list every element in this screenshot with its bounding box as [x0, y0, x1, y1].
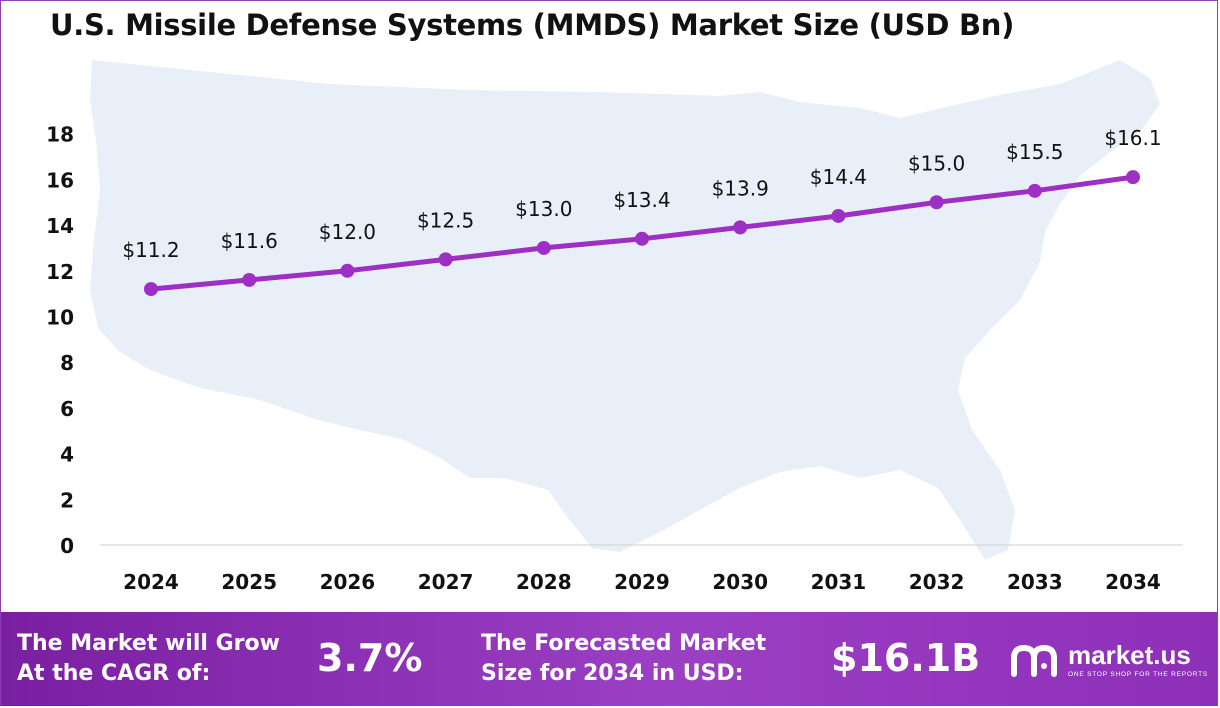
data-point — [1027, 183, 1042, 198]
data-label: $15.0 — [908, 151, 965, 175]
x-tick-label: 2033 — [1007, 570, 1063, 594]
forecast-label-line2: Size for 2034 in USD: — [481, 661, 744, 686]
data-point — [1126, 170, 1140, 185]
x-tick-label: 2029 — [614, 570, 670, 594]
x-tick-label: 2030 — [712, 570, 768, 594]
y-tick-label: 6 — [60, 397, 74, 421]
cagr-label-line1: The Market will Grow — [17, 631, 280, 656]
us-map-background — [90, 60, 1160, 560]
data-points — [144, 170, 1140, 297]
y-tick-label: 0 — [60, 534, 74, 558]
y-tick-label: 18 — [46, 123, 74, 147]
data-point — [635, 231, 649, 246]
data-label: $11.6 — [221, 229, 278, 253]
data-label: $16.1 — [1104, 126, 1161, 150]
data-label: $12.0 — [319, 220, 376, 244]
x-tick-label: 2024 — [123, 570, 179, 594]
data-point — [438, 252, 453, 267]
forecast-value: $16.1B — [831, 636, 981, 680]
cagr-label-line2: At the CAGR of: — [17, 661, 211, 686]
data-label: $14.4 — [810, 165, 867, 189]
x-tick-label: 2031 — [811, 570, 867, 594]
logo-tagline: ONE STOP SHOP FOR THE REPORTS — [1068, 671, 1208, 678]
data-point — [144, 282, 158, 297]
x-tick-label: 2034 — [1105, 570, 1161, 594]
data-label: $13.0 — [515, 197, 572, 221]
data-point — [340, 263, 355, 278]
y-tick-label: 2 — [60, 488, 74, 512]
x-tick-label: 2027 — [418, 570, 474, 594]
y-tick-label: 10 — [46, 306, 74, 330]
y-tick-label: 4 — [60, 443, 74, 467]
logo-name: market.us — [1068, 640, 1191, 670]
data-label: $15.5 — [1006, 140, 1063, 164]
x-tick-label: 2032 — [909, 570, 965, 594]
chart-title: U.S. Missile Defense Systems (MMDS) Mark… — [50, 8, 1015, 42]
cagr-label: The Market will Grow At the CAGR of: — [17, 629, 280, 689]
y-tick-label: 16 — [46, 168, 74, 192]
data-label: $11.2 — [122, 238, 179, 262]
data-point — [536, 240, 551, 255]
market-us-logo-icon — [1011, 644, 1057, 677]
data-label: $12.5 — [417, 208, 474, 232]
x-tick-label: 2026 — [320, 570, 376, 594]
x-tick-label: 2028 — [516, 570, 572, 594]
data-labels: $11.2 $11.6 $12.0 $12.5 $13.0 $13.4 $13.9 $14.4… — [122, 126, 1161, 262]
y-axis: 0 2 4 6 8 10 12 14 16 18 — [46, 123, 74, 558]
forecast-label: The Forecasted Market Size for 2034 in U… — [481, 629, 766, 689]
data-label: $13.9 — [712, 176, 769, 200]
market-us-logo: market.us ONE STOP SHOP FOR THE REPORTS — [1008, 636, 1214, 686]
y-tick-label: 12 — [46, 260, 74, 284]
x-axis: 2024 2025 2026 2027 2028 2029 2030 2031 2032 2033… — [123, 570, 1161, 594]
line-chart: 0 2 4 6 8 10 12 14 16 18 2024 2025 2026 2027 2028 2029… — [46, 60, 1183, 594]
data-label: $13.4 — [613, 188, 670, 212]
data-point — [929, 195, 944, 210]
y-tick-label: 8 — [60, 351, 74, 375]
y-tick-label: 14 — [46, 214, 74, 238]
x-tick-label: 2025 — [221, 570, 277, 594]
forecast-label-line1: The Forecasted Market — [481, 631, 767, 656]
data-point — [831, 208, 846, 223]
data-point — [242, 272, 257, 287]
cagr-value: 3.7% — [317, 636, 423, 680]
footer-banner: The Market will Grow At the CAGR of: 3.7… — [1, 612, 1217, 706]
data-point — [733, 220, 748, 235]
